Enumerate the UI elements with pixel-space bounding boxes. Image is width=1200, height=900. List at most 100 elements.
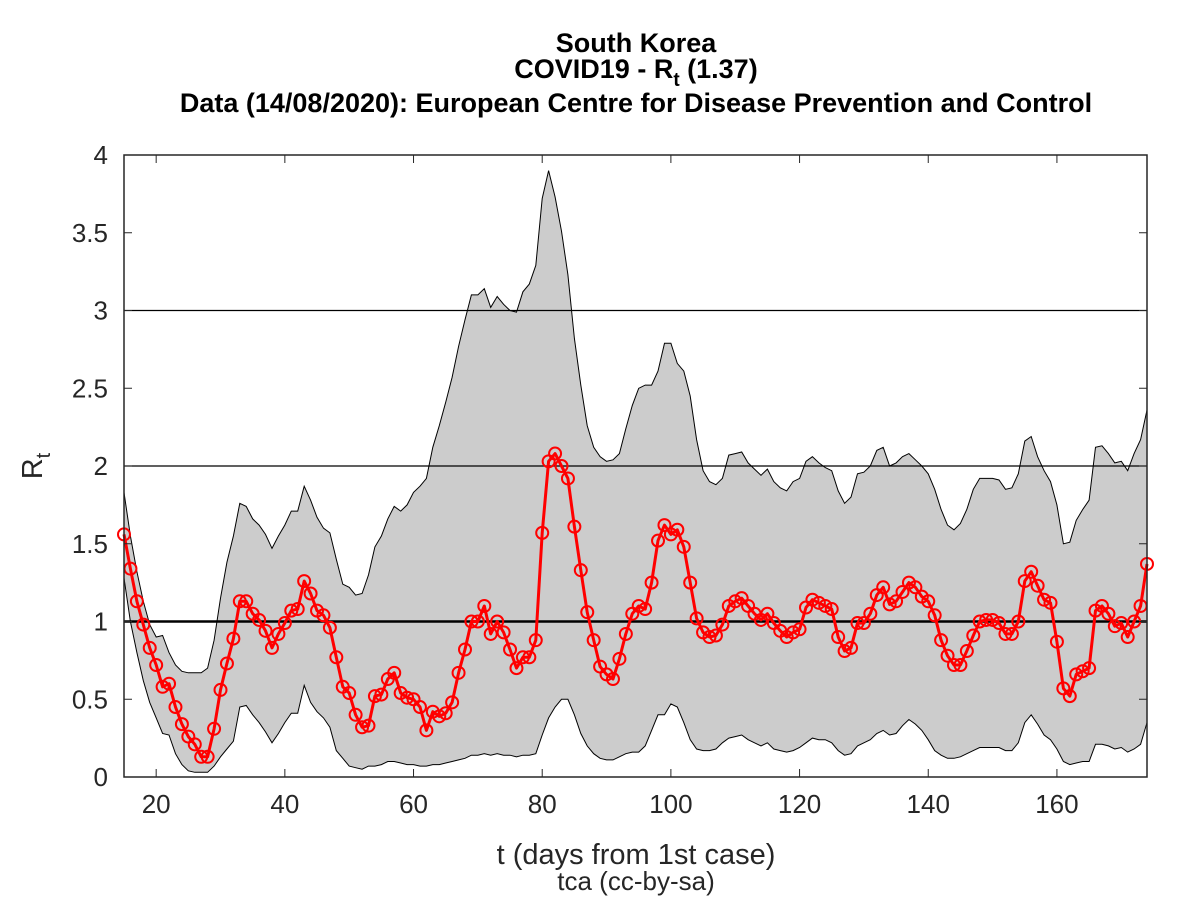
rt-data-point bbox=[490, 614, 505, 629]
rt-data-point bbox=[284, 603, 299, 618]
rt-data-point bbox=[1043, 595, 1058, 610]
y-tick-label: 2.5 bbox=[72, 373, 108, 403]
rt-data-point bbox=[1082, 661, 1097, 676]
rt-data-point bbox=[811, 595, 826, 610]
rt-data-point bbox=[509, 661, 524, 676]
rt-data-point bbox=[451, 665, 466, 680]
rt-data-point bbox=[155, 679, 170, 694]
plot-area: 0 0.5 1 1.5 2 2.5 3 3.5 4 20 40 60 80 100 120 140 160 bbox=[72, 140, 1154, 819]
rt-data-point bbox=[458, 642, 472, 657]
rt-data-point bbox=[818, 598, 833, 613]
x-tick-label: 80 bbox=[528, 789, 557, 819]
rt-data-point bbox=[174, 717, 189, 732]
y-tick-label: 0 bbox=[94, 762, 108, 792]
rt-data-point bbox=[290, 602, 305, 617]
y-tick-label: 0.5 bbox=[72, 684, 108, 714]
y-axis-label-subscript: t bbox=[33, 452, 55, 458]
rt-data-point bbox=[264, 640, 279, 655]
rt-data-point bbox=[715, 617, 730, 632]
rt-data-point bbox=[535, 525, 550, 540]
rt-data-point bbox=[934, 633, 949, 648]
rt-data-point bbox=[496, 625, 511, 640]
credit-label: tca (cc-by-sa) bbox=[557, 866, 714, 896]
rt-data-point bbox=[959, 644, 974, 659]
rt-data-point bbox=[194, 749, 209, 764]
rt-data-point bbox=[1037, 592, 1052, 607]
rt-data-point bbox=[387, 665, 402, 680]
x-tick-label: 40 bbox=[270, 789, 299, 819]
title-metric-value: (1.37) bbox=[680, 54, 758, 84]
rt-data-point bbox=[1017, 574, 1032, 589]
rt-data-point bbox=[908, 580, 923, 595]
rt-data-point bbox=[856, 616, 871, 631]
rt-data-point bbox=[303, 586, 318, 601]
rt-data-point bbox=[400, 690, 415, 705]
rt-data-point bbox=[1069, 667, 1084, 682]
rt-data-point bbox=[953, 658, 968, 673]
rt-data-point bbox=[1107, 619, 1122, 634]
x-tick-label: 60 bbox=[399, 789, 428, 819]
confidence-band bbox=[123, 170, 1148, 773]
rt-data-point bbox=[322, 620, 337, 635]
rt-data-point bbox=[728, 594, 743, 609]
rt-data-point bbox=[946, 658, 961, 673]
rt-data-point bbox=[985, 612, 1000, 627]
rt-data-point bbox=[786, 625, 801, 640]
rt-data-point bbox=[657, 518, 672, 533]
rt-data-point bbox=[232, 594, 247, 609]
rt-data-point bbox=[979, 612, 994, 627]
rt-data-point bbox=[348, 707, 363, 722]
rt-data-point bbox=[1011, 614, 1026, 629]
rt-data-point bbox=[149, 658, 164, 673]
rt-data-point bbox=[850, 616, 865, 631]
rt-data-point bbox=[329, 650, 344, 665]
rt-data-point bbox=[477, 598, 492, 613]
rt-data-point bbox=[361, 718, 376, 733]
rt-data-point bbox=[342, 686, 357, 701]
rt-data-point bbox=[889, 594, 904, 609]
rt-data-point bbox=[483, 626, 498, 641]
rt-data-point bbox=[921, 594, 936, 609]
rt-data-point bbox=[580, 605, 595, 620]
y-axis-label: Rt bbox=[17, 452, 55, 479]
rt-data-point bbox=[515, 650, 530, 665]
rt-data-point bbox=[503, 642, 518, 657]
rt-data-point bbox=[940, 648, 955, 663]
y-tick-label: 1 bbox=[94, 607, 108, 637]
rt-data-point bbox=[554, 459, 569, 473]
title-country: South Korea bbox=[556, 28, 717, 58]
x-tick-label: 140 bbox=[907, 789, 950, 819]
rt-data-point bbox=[605, 672, 620, 687]
x-axis-ticks: 20 40 60 80 100 120 140 160 bbox=[142, 155, 1079, 819]
rt-data-point bbox=[1120, 630, 1135, 645]
rt-data-point bbox=[972, 614, 987, 629]
rt-data-point bbox=[844, 640, 859, 655]
rt-data-point bbox=[355, 720, 370, 735]
rt-data-point bbox=[136, 617, 151, 632]
rt-data-point bbox=[966, 628, 981, 643]
rt-data-point bbox=[702, 630, 717, 645]
rt-data-point bbox=[1024, 564, 1039, 579]
y-tick-label: 2 bbox=[94, 451, 108, 481]
rt-data-point bbox=[464, 614, 479, 629]
rt-data-point bbox=[438, 706, 453, 721]
rt-data-point bbox=[239, 594, 254, 609]
x-axis-label: t (days from 1st case) bbox=[497, 839, 776, 871]
rt-data-point bbox=[207, 721, 222, 736]
rt-data-point bbox=[522, 650, 537, 665]
rt-data-point bbox=[831, 630, 846, 645]
reference-lines bbox=[124, 309, 1147, 623]
rt-data-point bbox=[651, 533, 666, 548]
rt-data-point bbox=[1114, 616, 1129, 631]
rt-data-point bbox=[432, 709, 447, 724]
rt-data-point bbox=[644, 575, 659, 590]
rt-data-point bbox=[316, 608, 331, 623]
rt-data-point bbox=[618, 626, 633, 641]
rt-data-point bbox=[1062, 689, 1077, 704]
rt-data-point bbox=[612, 651, 627, 666]
y-tick-label: 3.5 bbox=[72, 218, 108, 248]
rt-data-point bbox=[219, 656, 234, 671]
rt-data-point bbox=[277, 616, 292, 631]
y-axis-label-main: R bbox=[17, 458, 49, 479]
